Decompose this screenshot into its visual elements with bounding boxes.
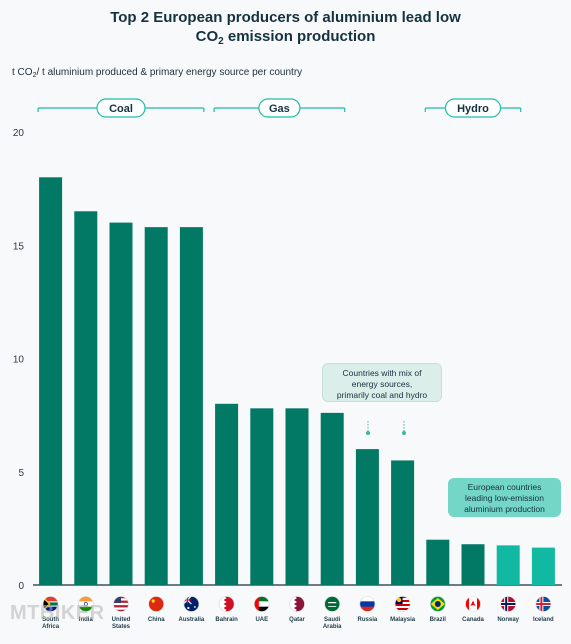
chart-title-line1: Top 2 European producers of aluminium le… (110, 9, 461, 26)
ylabel-pre: t CO (12, 67, 33, 78)
bar (215, 403, 239, 585)
x-category-label: South Africa (42, 617, 60, 630)
callout-european-leaders: European countries leading low-emission … (448, 478, 561, 517)
title-sub: 2 (218, 36, 224, 47)
x-category-label: UAE (255, 617, 268, 623)
bar (496, 545, 520, 585)
bar (320, 412, 344, 585)
flag-sa-icon (324, 596, 341, 612)
x-category-label: Norway (497, 617, 519, 623)
group-label: Hydro (457, 103, 489, 115)
x-category-label: Iceland (533, 617, 554, 623)
y-axis-label: t CO2/ t aluminium produced & primary en… (12, 67, 302, 79)
callout-mix-line3: primarily coal and hydro (336, 390, 428, 400)
bar (250, 408, 274, 585)
callout-eu-line1: European countries (467, 482, 542, 492)
flag-ru-icon (359, 596, 376, 612)
callout-energy-mix: Countries with mix of energy sources, pr… (322, 363, 442, 402)
x-category-label: Russia (358, 617, 378, 623)
flag-cn-icon (148, 596, 164, 612)
y-tick-label: 20 (13, 128, 25, 139)
x-category-label: Brazil (430, 617, 447, 623)
bar (285, 408, 309, 585)
x-category-label: Qatar (289, 617, 305, 623)
flag-ca-icon (465, 596, 481, 612)
flag-in-icon (78, 596, 94, 612)
flag-za-icon (42, 596, 59, 612)
bar (179, 227, 203, 585)
flag-br-icon (429, 596, 446, 612)
x-category-label: Bahrain (215, 617, 238, 623)
x-category-label: China (148, 617, 165, 623)
flag-us-icon (113, 596, 129, 612)
title-post: emission production (223, 28, 376, 45)
ylabel-sub: 2 (32, 72, 37, 79)
callout-mix-line2: energy sources, (351, 379, 413, 389)
bar (461, 544, 485, 585)
bar (391, 460, 415, 585)
bar (144, 227, 168, 585)
flag-au-icon (183, 596, 200, 612)
bar (109, 222, 133, 585)
callout-dot (402, 431, 406, 435)
y-tick-label: 0 (18, 581, 24, 592)
group-pill (258, 98, 301, 118)
callout-eu-line3: aluminium production (464, 504, 545, 514)
y-tick-label: 15 (13, 241, 25, 252)
bar (39, 177, 63, 586)
group-pill (96, 98, 146, 118)
callout-dot (366, 431, 370, 435)
flag-no-icon (500, 596, 517, 612)
y-tick-label: 10 (13, 355, 25, 366)
x-category-label: Australia (179, 617, 205, 623)
bar (74, 211, 98, 585)
bar (426, 539, 450, 585)
callout-mix-line1: Countries with mix of (342, 368, 422, 378)
x-category-label: United States (112, 617, 131, 630)
group-label: Coal (109, 103, 133, 115)
flag-my-icon (394, 596, 411, 612)
callout-eu-line2: leading low-emission (465, 493, 544, 503)
ylabel-post: / t aluminium produced & primary energy … (36, 67, 303, 78)
group-pill (444, 98, 502, 118)
flag-ae-icon (253, 596, 270, 612)
group-label: Gas (269, 103, 290, 115)
y-tick-label: 5 (18, 468, 24, 479)
flag-is-icon (535, 596, 552, 612)
x-category-label: Canada (462, 617, 484, 623)
x-category-label: India (79, 617, 94, 623)
flag-bh-icon (218, 596, 235, 612)
watermark-logo: MTBIKER (10, 602, 105, 624)
flag-qa-icon (289, 596, 305, 612)
chart-title-line2: CO2 emission production (0, 27, 571, 51)
bar (355, 449, 379, 585)
chart-title: Top 2 European producers of aluminium le… (0, 8, 571, 51)
bar (531, 547, 555, 585)
x-category-label: Saudi Arabia (323, 617, 342, 630)
title-co: CO (195, 28, 219, 45)
x-category-label: Malaysia (390, 617, 416, 623)
